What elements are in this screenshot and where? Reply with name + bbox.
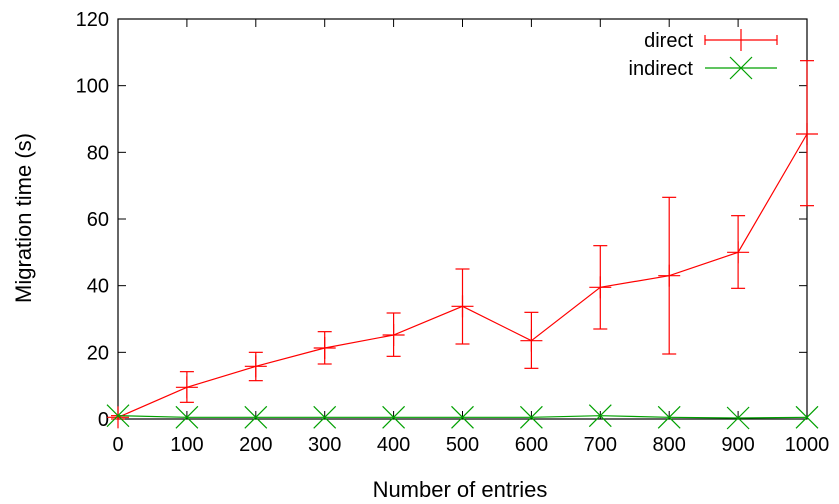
data-point (519, 405, 543, 429)
data-point (796, 123, 818, 145)
y-tick-label: 40 (87, 276, 109, 298)
legend: direct indirect (629, 29, 778, 80)
y-tick-label: 0 (98, 409, 109, 431)
data-point (313, 337, 336, 359)
x-tick-label: 200 (239, 434, 272, 456)
x-tick-label: 400 (377, 434, 410, 456)
point-mark (382, 405, 406, 429)
data-point (451, 405, 474, 429)
point-mark (244, 405, 268, 429)
legend-entry-direct: direct (644, 29, 778, 52)
y-tick-label: 100 (76, 76, 109, 98)
data-point (451, 295, 474, 318)
x-tick-label: 500 (446, 434, 479, 456)
data-point (520, 329, 543, 352)
y-tick-label: 20 (87, 342, 109, 364)
data-point (244, 355, 267, 378)
data-point (175, 405, 199, 429)
point-mark (519, 405, 543, 429)
point-mark (451, 405, 474, 429)
data-point (657, 405, 681, 429)
x-tick-label: 700 (584, 434, 617, 456)
data-point (107, 406, 129, 429)
x-tick-label: 1000 (785, 434, 830, 456)
point-mark (106, 404, 130, 428)
data-point (589, 276, 612, 299)
data-point (588, 404, 612, 428)
x-tick-label: 100 (170, 434, 203, 456)
y-tick-label: 60 (87, 209, 109, 231)
data-point (313, 405, 337, 429)
data-point (727, 241, 750, 264)
x-tick-label: 0 (112, 434, 123, 456)
x-axis-title: Number of entries (373, 477, 548, 502)
data-point (726, 406, 750, 430)
data-point (244, 405, 268, 429)
y-tick-label: 120 (76, 9, 109, 31)
point-mark (795, 405, 819, 429)
x-tick-label: 800 (653, 434, 686, 456)
series-indirect (106, 404, 819, 430)
series-layer (106, 60, 819, 430)
point-mark (175, 405, 199, 429)
x-tick-label: 300 (308, 434, 341, 456)
plot-border (117, 18, 808, 420)
point-mark (588, 404, 612, 428)
x-tick-label: 600 (515, 434, 548, 456)
x-tick-label: 900 (721, 434, 754, 456)
y-tick-label: 80 (87, 142, 109, 164)
legend-marker (729, 56, 753, 80)
y-axis-title: Migration time (s) (11, 133, 36, 303)
point-mark (313, 405, 337, 429)
data-point (795, 405, 819, 429)
legend-entry-indirect: indirect (629, 56, 777, 80)
data-point (175, 376, 198, 399)
legend-label: direct (644, 30, 693, 52)
legend-label: indirect (629, 58, 694, 80)
data-point (658, 264, 681, 287)
axis-ticks: 0 100 200 300 400 500 600 700 800 900 1000 0 20 40 60 8… (76, 9, 830, 456)
plot-frame (117, 18, 808, 420)
series-direct (107, 60, 818, 429)
point-mark (657, 405, 681, 429)
data-point (382, 405, 406, 429)
point-mark (726, 406, 750, 430)
data-point (106, 404, 130, 428)
data-point (382, 324, 405, 346)
